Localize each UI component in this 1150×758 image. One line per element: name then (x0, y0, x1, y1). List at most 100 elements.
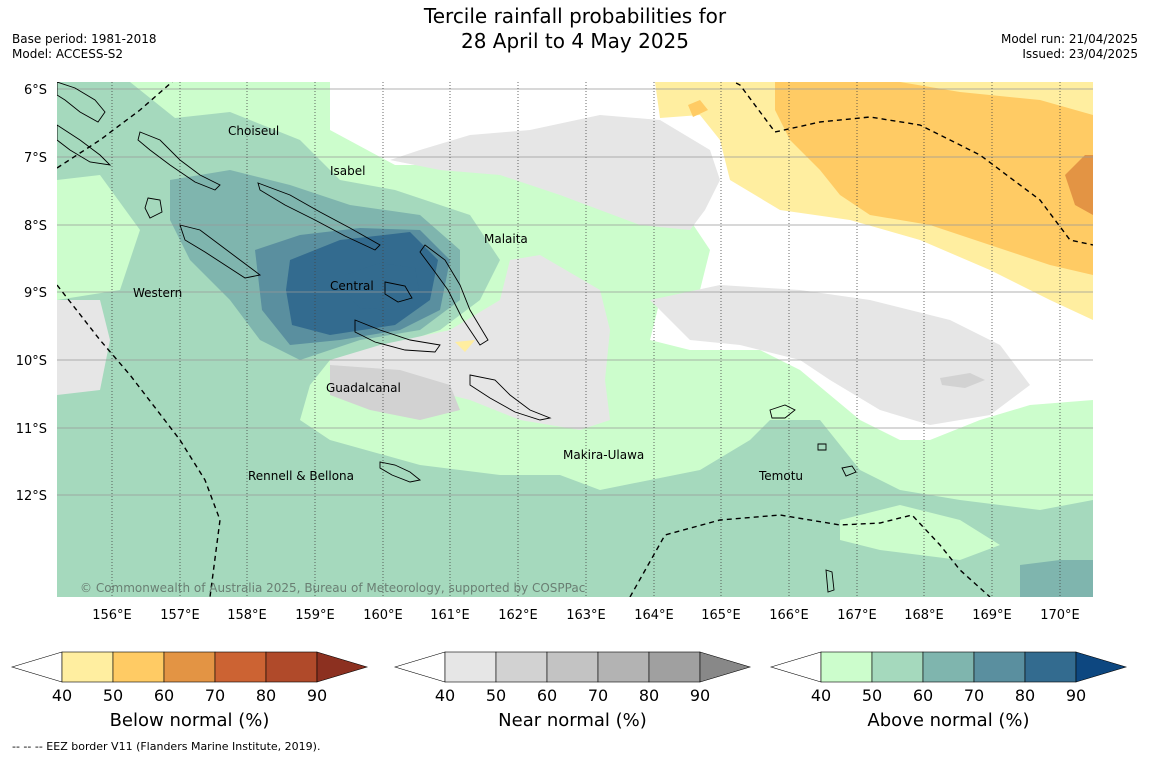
issued-date: Issued: 23/04/2025 (1022, 47, 1138, 61)
title-line-2: 28 April to 4 May 2025 (461, 29, 689, 53)
colorbar-tick: 50 (103, 686, 123, 705)
colorbar-label: Near normal (%) (498, 710, 647, 731)
colorbar-segment (973, 651, 1026, 683)
colorbar-tick: 80 (639, 686, 659, 705)
lon-label: 159°E (295, 608, 335, 623)
colorbar-tick: 70 (964, 686, 984, 705)
island-vella (144, 197, 163, 219)
latitude-labels: 6°S 7°S 8°S 9°S 10°S 11°S 12°S (16, 83, 47, 504)
lat-label: 10°S (16, 354, 47, 369)
lon-label: 160°E (363, 608, 403, 623)
above-normal-colorbar: 40 50 60 70 80 90 Above normal (%) (769, 651, 1128, 731)
lon-label: 168°E (904, 608, 944, 623)
colorbar-tick: 60 (537, 686, 557, 705)
colorbar-segment (871, 651, 924, 683)
label-choiseul: Choiseul (228, 124, 279, 138)
colorbar-tick: 70 (205, 686, 225, 705)
above-90-region (345, 263, 420, 310)
model-run-date: Model run: 21/04/2025 (1000, 32, 1138, 46)
lon-label: 165°E (701, 608, 741, 623)
colorbars: 40 50 60 70 80 90 Below normal (%) 40 50 60 70 80 90… (10, 651, 1128, 731)
above-40-west-patch (57, 175, 140, 300)
gridlines (57, 88, 1093, 496)
island-new-georgia (179, 224, 262, 279)
label-rennell-bellona: Rennell & Bellona (248, 469, 354, 483)
below-50-region (775, 82, 1093, 275)
label-isabel: Isabel (330, 164, 365, 178)
label-central: Central (330, 279, 374, 293)
lon-label: 162°E (498, 608, 538, 623)
colorbar-low-extend (10, 651, 63, 683)
below-60-region (1065, 155, 1093, 215)
colorbar-segment (546, 651, 599, 683)
colorbar-segment (112, 651, 165, 683)
run-info: Model run: 21/04/2025 Issued: 23/04/2025 (1001, 32, 1138, 62)
colorbar-tick: 90 (307, 686, 327, 705)
colorbar-tick: 50 (486, 686, 506, 705)
eez-footnote: -- -- -- EEZ border V11 (Flanders Marine… (12, 740, 321, 753)
colorbar-low-extend (393, 651, 446, 683)
colorbar-segment (444, 651, 497, 683)
island-malaita (419, 244, 489, 346)
below-50-top-strip (900, 82, 1093, 115)
colorbar-tick: 40 (52, 686, 72, 705)
colorbar-tick: 50 (862, 686, 882, 705)
island-small-2 (841, 465, 857, 477)
colorbar-segment (61, 651, 114, 683)
colorbar-segment (265, 651, 318, 683)
below-50-small (688, 100, 708, 117)
lat-label: 11°S (16, 422, 47, 437)
island-png (57, 82, 106, 123)
island-choiseul (137, 131, 221, 191)
colorbar-segment (648, 651, 701, 683)
island-isabel (257, 182, 381, 251)
colorbar-tick: 80 (1015, 686, 1035, 705)
meridians (111, 82, 1061, 597)
above-60-south-east (1020, 560, 1093, 597)
colorbar-segment (214, 651, 267, 683)
lon-label: 170°E (1040, 608, 1080, 623)
place-labels: Choiseul Isabel Malaita Western Central … (133, 124, 803, 483)
near-40-east (650, 285, 1030, 425)
colorbar-tick: 90 (690, 686, 710, 705)
colorbar-segment (163, 651, 216, 683)
lon-label: 158°E (227, 608, 267, 623)
colorbar-low-extend (769, 651, 822, 683)
above-40-south-east (840, 505, 1000, 560)
colorbar-segment (495, 651, 548, 683)
model-info: Base period: 1981-2018 Model: ACCESS-S2 (12, 32, 157, 62)
lon-label: 164°E (634, 608, 674, 623)
colorbar-tick: 60 (154, 686, 174, 705)
base-period: Base period: 1981-2018 (12, 32, 157, 46)
near-normal-colorbar: 40 50 60 70 80 90 Near normal (%) (393, 651, 752, 731)
eez-borders (57, 82, 1093, 597)
island-makira (469, 374, 552, 421)
below-normal-colorbar: 40 50 60 70 80 90 Below normal (%) (10, 651, 369, 731)
near-40-north (390, 115, 720, 230)
map-title: Tercile rainfall probabilities for 28 Ap… (0, 4, 1150, 54)
copyright-notice: © Commonwealth of Australia 2025, Bureau… (80, 581, 585, 595)
island-bougainville (57, 124, 112, 166)
near-50-patch-east (940, 373, 985, 388)
label-western: Western (133, 286, 182, 300)
lat-label: 9°S (24, 286, 47, 301)
colorbar-tick: 40 (435, 686, 455, 705)
colorbar-high-extend (316, 651, 369, 683)
colorbar-segment (922, 651, 975, 683)
label-guadalcanal: Guadalcanal (326, 381, 401, 395)
colorbar-segment (820, 651, 873, 683)
lat-label: 8°S (24, 219, 47, 234)
model-name: Model: ACCESS-S2 (12, 47, 124, 61)
colorbar-segment (1024, 651, 1077, 683)
colorbar-high-extend (699, 651, 752, 683)
colorbar-tick: 80 (256, 686, 276, 705)
lon-label: 166°E (769, 608, 809, 623)
lat-label: 12°S (16, 489, 47, 504)
island-santa-cruz (769, 404, 796, 419)
label-malaita: Malaita (484, 232, 528, 246)
lon-label: 169°E (972, 608, 1012, 623)
label-temotu: Temotu (758, 469, 803, 483)
colorbar-label: Above normal (%) (867, 710, 1029, 731)
near-50-patch (330, 365, 460, 420)
